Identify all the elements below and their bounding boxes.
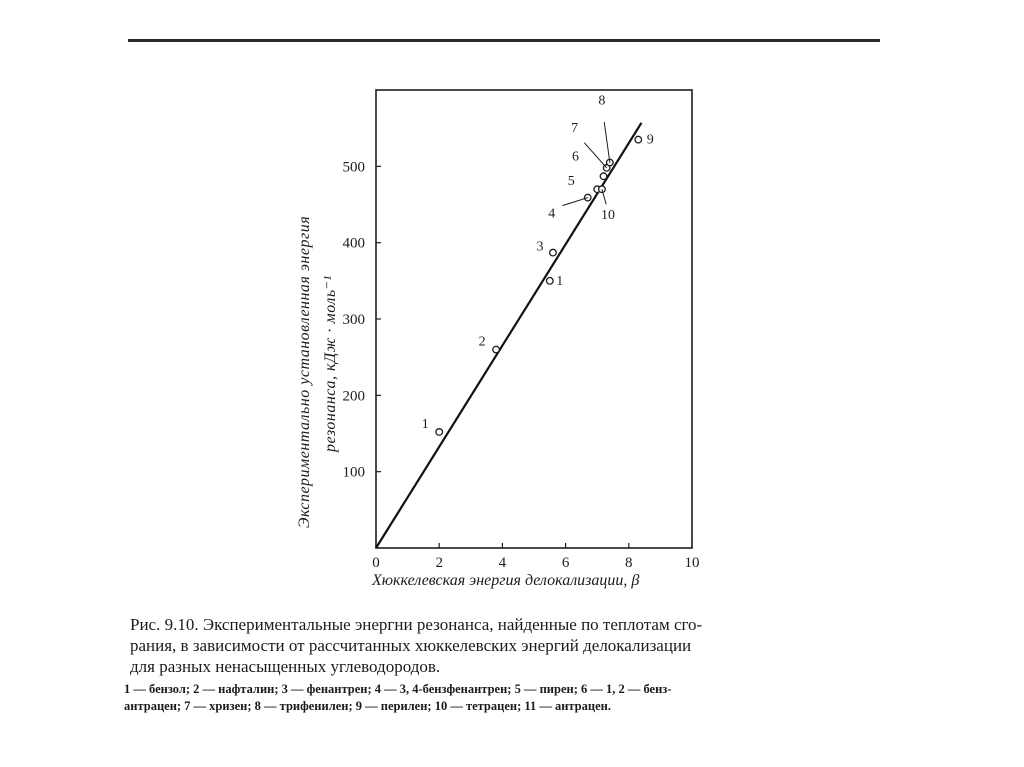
y-tick-label: 100 bbox=[343, 465, 366, 481]
plot-border bbox=[375, 89, 693, 549]
y-tick-label: 300 bbox=[343, 312, 366, 328]
point-label: 9 bbox=[647, 133, 654, 148]
x-tick-label: 8 bbox=[625, 555, 633, 571]
figure-caption: Рис. 9.10. Экспериментальные энергни рез… bbox=[130, 614, 882, 677]
x-tick-label: 10 bbox=[685, 555, 700, 571]
data-point bbox=[599, 172, 608, 181]
point-leader-line bbox=[583, 142, 608, 169]
point-label: 5 bbox=[568, 174, 575, 189]
data-point bbox=[492, 345, 501, 354]
x-tick-label: 0 bbox=[372, 555, 380, 571]
data-point bbox=[435, 428, 444, 436]
legend-line-2: антрацен; 7 — хризен; 8 — трифенилен; 9 … bbox=[124, 699, 611, 713]
data-points: 1 2 1 3 4 5 6 7 8 9 10 bbox=[422, 94, 654, 436]
x-axis-label: Хюккелевская энергия делокализации, β bbox=[372, 572, 640, 589]
point-leader-line bbox=[601, 189, 607, 205]
compound-legend: 1 — бензол; 2 — нафталин; 3 — фенантрен;… bbox=[124, 681, 884, 715]
caption-line-1: Рис. 9.10. Экспериментальные энергни рез… bbox=[130, 615, 703, 634]
x-tick-label: 4 bbox=[499, 555, 507, 571]
point-label: 1 bbox=[556, 274, 563, 289]
data-point bbox=[549, 248, 557, 257]
axis-ticks: 0 2 4 6 8 10 100 200 300 400 500 bbox=[343, 159, 700, 571]
plot-frame bbox=[375, 89, 693, 549]
top-rule bbox=[128, 39, 880, 42]
data-point bbox=[545, 276, 554, 285]
y-tick-label: 400 bbox=[343, 236, 366, 252]
point-leader-line bbox=[562, 197, 588, 207]
caption-line-3: для разных ненасыщенных углеводородов. bbox=[130, 657, 441, 676]
x-tick-label: 6 bbox=[562, 555, 570, 571]
data-point bbox=[634, 135, 643, 144]
point-label: 10 bbox=[601, 208, 615, 223]
x-tick-label: 2 bbox=[435, 555, 443, 571]
point-label: 8 bbox=[598, 94, 605, 109]
y-axis-label-line2: резонанса, кДж · моль⁻¹ bbox=[322, 275, 339, 452]
fit-line bbox=[375, 122, 643, 549]
y-axis-label-line1: Экспериментально установленная энергия bbox=[296, 215, 313, 528]
point-label: 6 bbox=[572, 149, 579, 164]
point-label: 1 bbox=[422, 417, 429, 432]
point-label: 2 bbox=[479, 335, 486, 350]
point-label: 3 bbox=[536, 240, 543, 255]
y-tick-label: 200 bbox=[343, 388, 366, 404]
fit-line-group bbox=[375, 122, 643, 549]
legend-line-1: 1 — бензол; 2 — нафталин; 3 — фенантрен;… bbox=[124, 682, 672, 696]
point-leader-line bbox=[603, 121, 611, 163]
caption-line-2: рания, в зависимости от рассчитанных хюк… bbox=[130, 636, 692, 655]
point-label: 7 bbox=[571, 121, 578, 136]
y-tick-label: 500 bbox=[343, 159, 366, 175]
point-label: 4 bbox=[548, 207, 555, 222]
